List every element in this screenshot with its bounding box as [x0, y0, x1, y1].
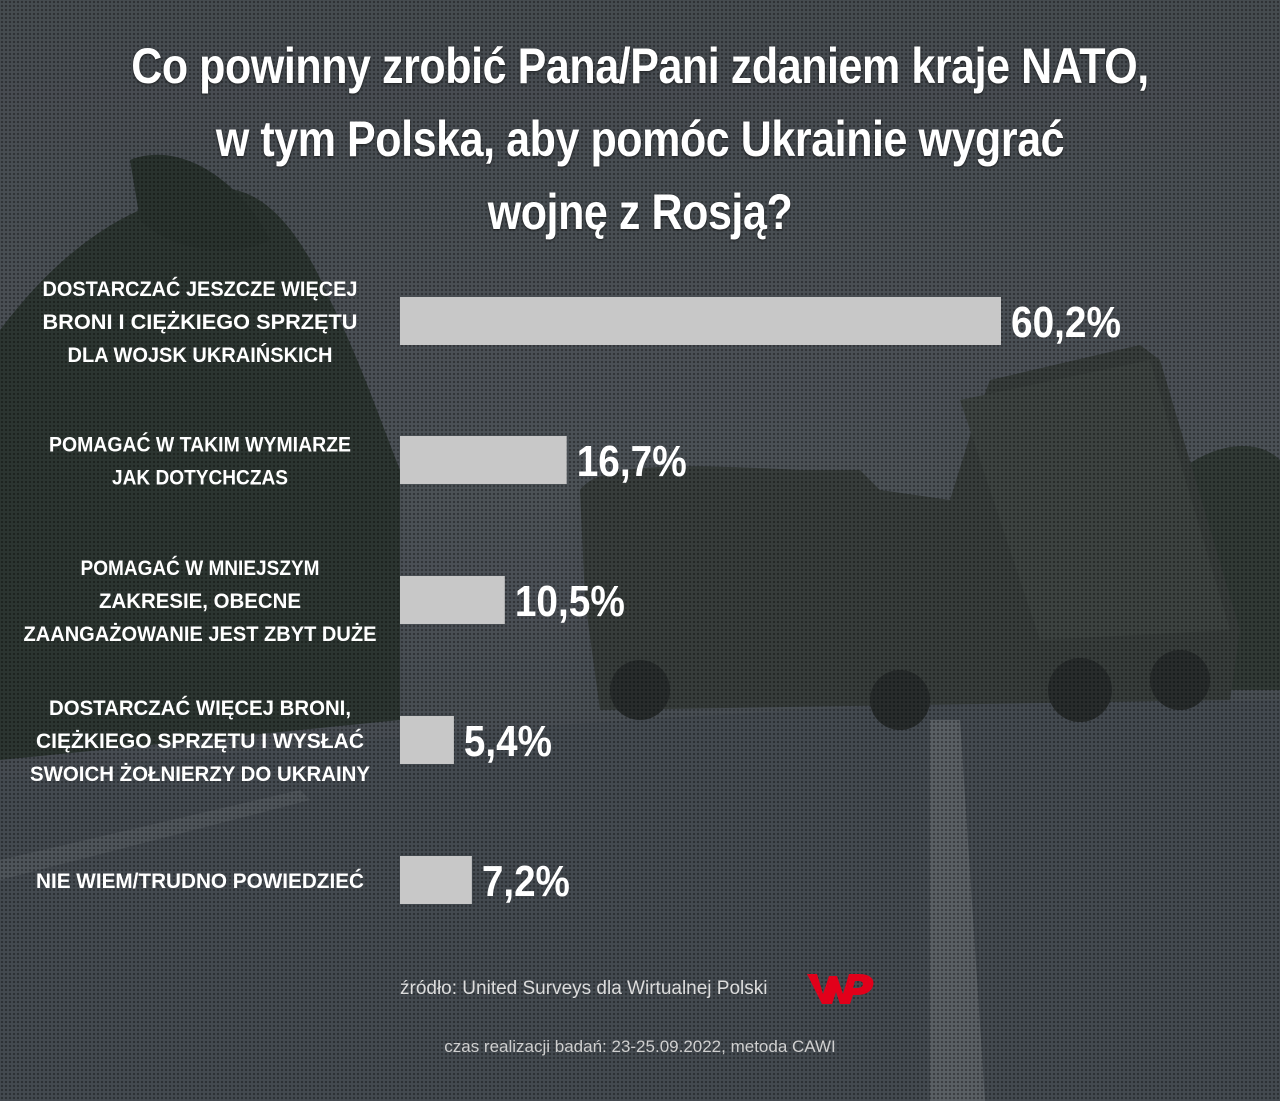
- category-label: DLA WOJSK UKRAIŃSKICH: [68, 344, 333, 367]
- source-note: źródło: United Surveys dla Wirtualnej Po…: [400, 978, 768, 999]
- category-label: POMAGAĆ W TAKIM WYMIARZE: [49, 433, 351, 457]
- value-label: 16,7%: [577, 437, 687, 486]
- title-line: w tym Polska, aby pomóc Ukrainie wygrać: [215, 111, 1065, 167]
- bar: [400, 297, 1001, 345]
- category-label: CIĘŻKIEGO SPRZĘTU I WYSŁAĆ: [36, 729, 364, 753]
- bar: [400, 436, 567, 484]
- category-label: NIE WIEM/TRUDNO POWIEDZIEĆ: [36, 869, 364, 893]
- category-label: DOSTARCZAĆ JESZCZE WIĘCEJ: [43, 277, 358, 301]
- value-label: 5,4%: [464, 717, 552, 766]
- category-label: DOSTARCZAĆ WIĘCEJ BRONI,: [49, 696, 351, 720]
- category-label: JAK DOTYCHCZAS: [112, 467, 288, 490]
- chart-title: Co powinny zrobić Pana/Pani zdaniem kraj…: [107, 30, 1173, 249]
- category-label: POMAGAĆ W MNIEJSZYM: [81, 556, 320, 580]
- bar: [400, 716, 454, 764]
- category-label: BRONI I CIĘŻKIEGO SPRZĘTU: [43, 311, 358, 334]
- bar: [400, 856, 472, 904]
- category-label: ZAANGAŻOWANIE JEST ZBYT DUŻE: [24, 623, 377, 646]
- category-label: SWOICH ŻOŁNIERZY DO UKRAINY: [30, 763, 370, 786]
- title-line: Co powinny zrobić Pana/Pani zdaniem kraj…: [131, 38, 1149, 94]
- value-label: 10,5%: [515, 577, 625, 626]
- value-label: 7,2%: [482, 857, 570, 906]
- category-label: ZAKRESIE, OBECNE: [99, 590, 301, 613]
- wp-logo: [807, 974, 874, 1004]
- bar: [400, 576, 505, 624]
- value-label: 60,2%: [1011, 298, 1121, 347]
- survey-method-note: czas realizacji badań: 23-25.09.2022, me…: [444, 1037, 836, 1056]
- title-line: wojnę z Rosją?: [487, 184, 793, 240]
